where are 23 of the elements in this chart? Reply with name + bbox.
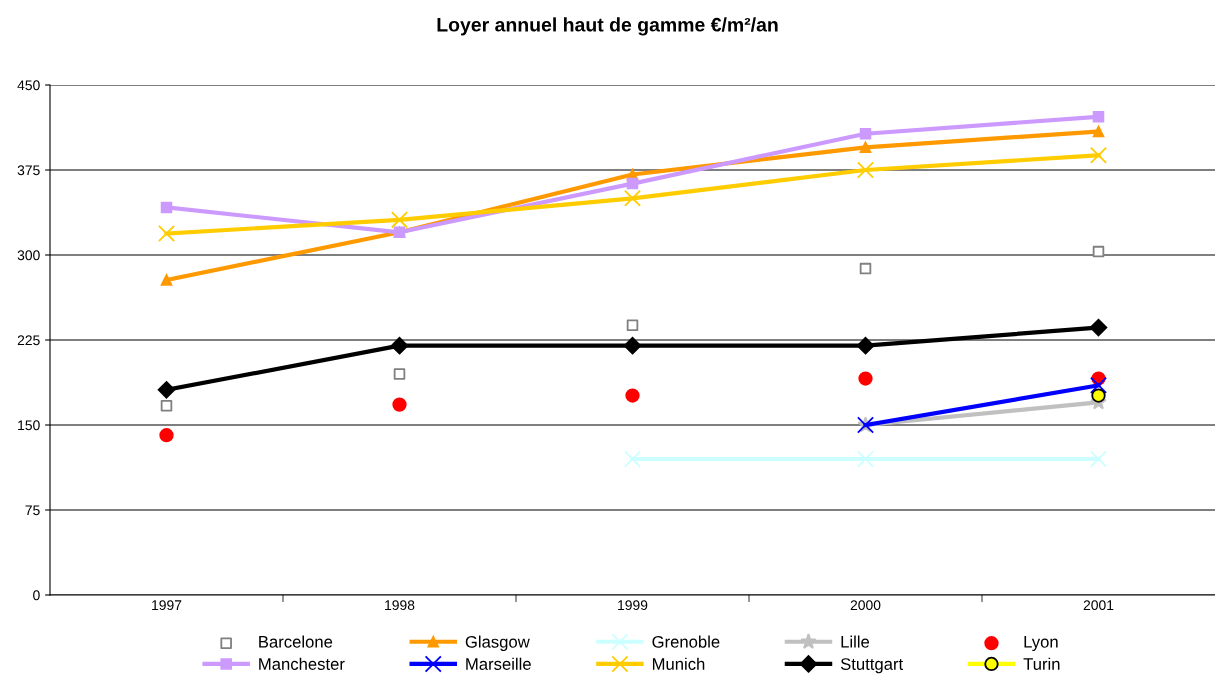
legend-label: Lille	[841, 635, 870, 648]
y-tick-label: 375	[17, 165, 40, 176]
legend-label: Barcelone	[259, 635, 333, 648]
legend-label: Lyon	[1024, 636, 1058, 652]
legend-label: Grenoble	[652, 635, 720, 648]
y-tick-label: 75	[25, 505, 40, 516]
chart-title: Loyer annuel haut de gamme €/m²/an	[437, 17, 778, 36]
x-tick-label: 1998	[385, 600, 415, 611]
y-tick-label: 0	[33, 590, 40, 601]
legend-label: Turin	[1023, 657, 1060, 670]
x-tick-label: 2000	[850, 600, 881, 611]
x-tick-label: 1999	[618, 600, 648, 611]
legend-label: Marseille	[466, 657, 531, 670]
legend-label: Munich	[652, 657, 705, 670]
x-tick-label: 2001	[1083, 600, 1114, 611]
legend-label: Glasgow	[465, 635, 530, 652]
y-tick-label: 225	[17, 335, 40, 346]
x-tick-label: 1997	[152, 600, 182, 611]
legend-label: Stuttgart	[840, 658, 904, 674]
legend-label: Manchester	[259, 657, 345, 670]
y-tick-label: 300	[17, 250, 40, 261]
y-tick-label: 150	[18, 420, 40, 431]
y-tick-label: 450	[17, 80, 40, 91]
